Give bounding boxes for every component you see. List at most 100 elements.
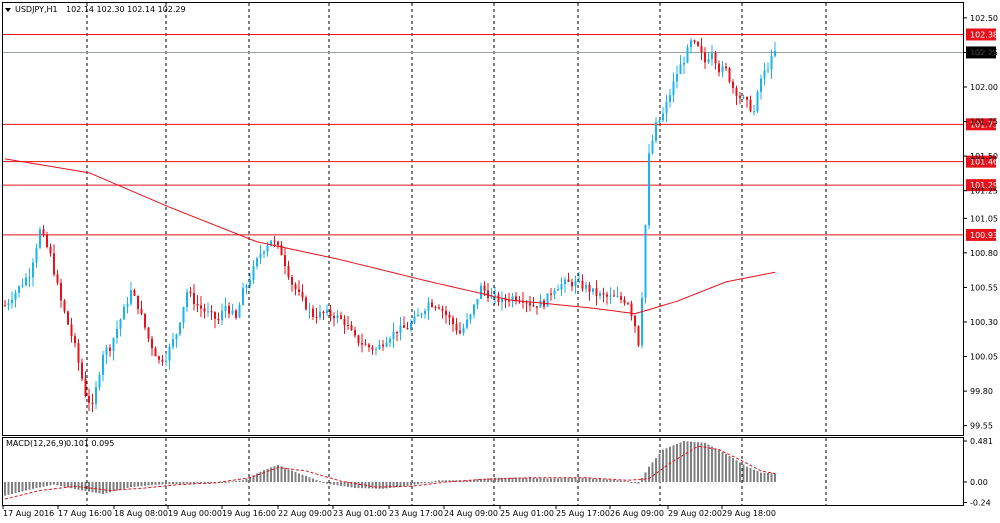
macd-bar bbox=[102, 482, 104, 494]
macd-bar bbox=[763, 472, 766, 482]
candle-body bbox=[259, 253, 262, 259]
macd-tick-label: -0.24 bbox=[970, 498, 991, 507]
macd-bar bbox=[462, 480, 465, 482]
candle-body bbox=[210, 311, 213, 313]
candle-body bbox=[690, 40, 692, 48]
macd-bar bbox=[322, 482, 325, 483]
candle-body bbox=[550, 293, 552, 295]
macd-bar bbox=[354, 482, 356, 488]
x-tick-label: 25 Aug 17:00 bbox=[556, 509, 610, 518]
candle-body bbox=[655, 122, 657, 141]
macd-bar bbox=[312, 478, 314, 482]
macd-bar bbox=[137, 482, 139, 487]
candle-body bbox=[683, 62, 685, 65]
candle-body bbox=[399, 325, 402, 334]
macd-bar bbox=[350, 482, 353, 488]
candle-body bbox=[280, 244, 283, 256]
macd-bar bbox=[273, 466, 276, 482]
level-label: 101.46 bbox=[970, 158, 998, 167]
macd-bar bbox=[7, 482, 10, 495]
macd-bar bbox=[620, 480, 622, 482]
candle-body bbox=[756, 91, 759, 112]
macd-bar bbox=[648, 466, 650, 482]
macd-bar bbox=[515, 477, 517, 482]
macd-bar bbox=[581, 477, 584, 482]
macd-bar bbox=[690, 441, 692, 482]
candle-body bbox=[508, 300, 510, 302]
candle-body bbox=[410, 322, 412, 330]
candle-body bbox=[154, 348, 157, 357]
candle-body bbox=[441, 308, 444, 311]
macd-bar bbox=[249, 476, 251, 482]
macd-bar bbox=[39, 482, 41, 488]
level-tag bbox=[966, 118, 996, 131]
candle-body bbox=[357, 335, 360, 344]
candle-body bbox=[742, 97, 745, 99]
candle-body bbox=[77, 343, 80, 363]
macd-bar bbox=[375, 482, 377, 489]
macd-bar bbox=[756, 471, 759, 482]
candle-body bbox=[21, 285, 24, 287]
candle-body bbox=[347, 324, 349, 326]
candle-body bbox=[228, 305, 230, 314]
candle-body bbox=[417, 314, 419, 317]
candle-body bbox=[126, 303, 129, 307]
candle-body bbox=[767, 69, 769, 71]
macd-bar bbox=[410, 482, 412, 486]
candle-body bbox=[95, 387, 97, 404]
candle-body bbox=[28, 277, 31, 279]
candle-body bbox=[266, 245, 269, 252]
candle-body bbox=[67, 311, 69, 325]
candle-body bbox=[469, 314, 472, 320]
macd-bar bbox=[406, 482, 409, 486]
macd-bar bbox=[420, 482, 423, 484]
candle-body bbox=[648, 153, 650, 226]
macd-bar bbox=[140, 482, 143, 487]
macd-bar bbox=[525, 477, 528, 482]
macd-bar bbox=[532, 478, 535, 482]
macd-bar bbox=[35, 482, 38, 489]
macd-bar bbox=[392, 482, 395, 488]
candle-body bbox=[49, 246, 52, 254]
macd-bar bbox=[613, 480, 615, 482]
candle-body bbox=[46, 235, 48, 247]
macd-bar bbox=[774, 473, 776, 482]
y-tick-label: 100.55 bbox=[970, 283, 998, 292]
candle-body bbox=[403, 325, 405, 328]
macd-bar bbox=[595, 478, 598, 482]
macd-bar bbox=[67, 482, 69, 488]
macd-bar bbox=[546, 478, 549, 482]
macd-bar bbox=[557, 478, 559, 482]
y-tick-label: 101.75 bbox=[970, 118, 998, 127]
moving-average bbox=[4, 158, 776, 315]
candle-body bbox=[42, 229, 45, 236]
macd-bar bbox=[228, 481, 230, 483]
horizontal-levels[interactable]: 102.25 102.38 101.73 101.46 101.29 100.93 bbox=[3, 28, 998, 241]
macd-bar bbox=[221, 482, 223, 483]
macd-bar bbox=[725, 453, 727, 482]
macd-bar bbox=[658, 453, 661, 482]
candle-body bbox=[315, 316, 318, 318]
level-tag bbox=[966, 155, 996, 168]
candle-body bbox=[560, 284, 563, 290]
candle-body bbox=[273, 240, 276, 242]
dropdown-triangle-icon[interactable] bbox=[5, 8, 11, 12]
macd-bar bbox=[704, 442, 706, 482]
x-tick-label: 29 Aug 02:00 bbox=[668, 509, 722, 518]
candle-body bbox=[483, 285, 486, 291]
macd-bar bbox=[126, 482, 129, 488]
main-plot-frame bbox=[2, 2, 964, 436]
candle-body bbox=[56, 274, 59, 283]
macd-tick-label: 0.481 bbox=[970, 437, 993, 446]
x-tick-label: 17 Aug 16:00 bbox=[58, 509, 112, 518]
macd-bar bbox=[431, 481, 433, 483]
candle-body bbox=[368, 344, 370, 348]
x-tick-label: 24 Aug 09:00 bbox=[444, 509, 498, 518]
candle-body bbox=[112, 338, 115, 351]
candle-body bbox=[130, 290, 132, 304]
candle-body bbox=[172, 339, 174, 347]
macd-bar bbox=[95, 482, 97, 493]
macd-bar bbox=[368, 482, 370, 489]
candle-body bbox=[686, 47, 689, 63]
